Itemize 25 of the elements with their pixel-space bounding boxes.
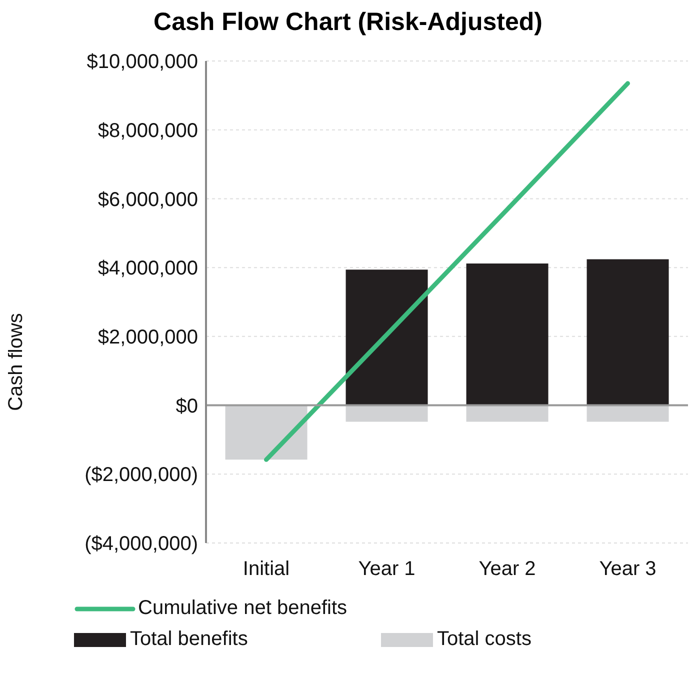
y-tick-label: $10,000,000 xyxy=(86,51,198,74)
y-tick-label: $4,000,000 xyxy=(98,258,198,280)
x-tick-label: Year 2 xyxy=(478,558,536,580)
x-tick-label: Year 3 xyxy=(599,558,656,580)
y-axis-title: Cash flows xyxy=(5,313,28,411)
y-tick-label: $8,000,000 xyxy=(98,120,198,142)
bar xyxy=(466,263,548,406)
chart-title: Cash Flow Chart (Risk-Adjusted) xyxy=(152,8,544,37)
bar xyxy=(586,259,669,406)
y-tick-label: $0 xyxy=(176,395,198,418)
line-series xyxy=(264,81,630,462)
y-tick-label: $2,000,000 xyxy=(98,326,198,349)
legend-label: Cumulative net benefits xyxy=(138,597,348,620)
y-tick-label: ($2,000,000) xyxy=(84,464,198,486)
bar xyxy=(586,405,669,422)
legend-label: Total benefits xyxy=(130,628,248,651)
x-tick-label: Year 1 xyxy=(358,558,416,580)
bar xyxy=(466,405,548,422)
x-tick-label: Initial xyxy=(242,558,290,580)
bar xyxy=(346,270,428,406)
bar xyxy=(346,405,428,422)
y-tick-label: $6,000,000 xyxy=(98,188,198,211)
legend-label: Total costs xyxy=(437,628,532,651)
y-tick-label: ($4,000,000) xyxy=(84,533,198,556)
bar xyxy=(225,405,308,460)
